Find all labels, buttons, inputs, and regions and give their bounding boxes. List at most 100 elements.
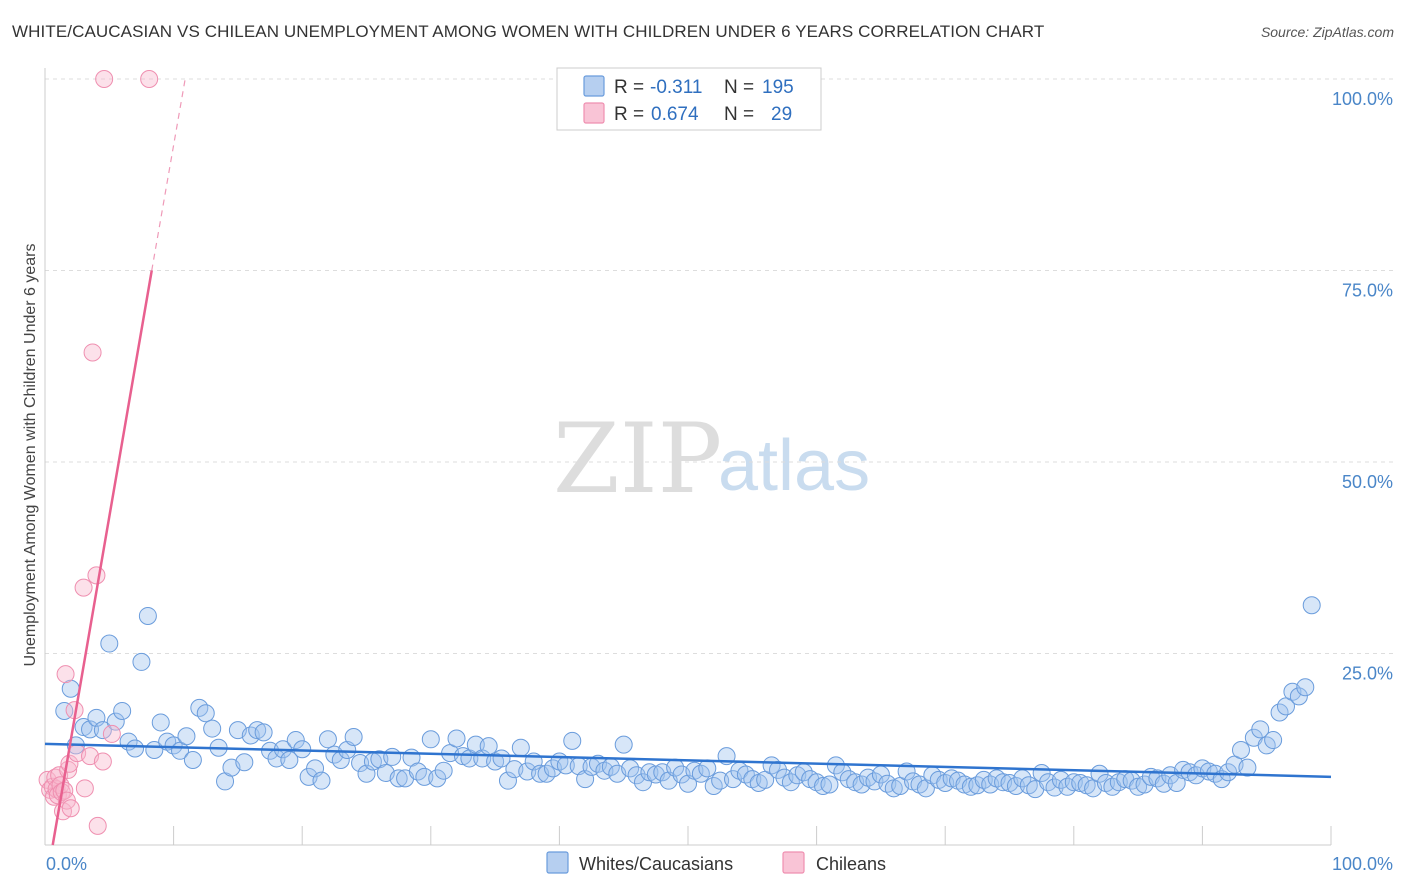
chileans-trendline-extension [151,78,186,271]
chilean-point-19 [74,578,93,597]
white-point-12 [132,652,151,671]
white-point-71 [511,738,530,757]
bottom-legend-swatch-chileans [782,851,805,874]
chilean-point-22 [83,343,102,362]
white-point-40 [312,771,331,790]
white-point-31 [254,723,273,742]
white-point-0 [55,701,74,720]
white-point-4 [81,720,100,739]
white-point-97 [679,774,697,793]
white-point-119 [820,775,839,794]
white-point-110 [762,756,781,775]
chart-title: WHITE/CAUCASIAN VS CHILEAN UNEMPLOYMENT … [12,22,1045,41]
white-point-20 [183,750,202,769]
white-point-41 [318,730,337,749]
axes [44,68,1332,846]
white-point-113 [781,773,800,792]
grid [45,78,1393,654]
white-point-19 [177,727,196,746]
y-tick-label-3: 100.0% [1332,89,1393,109]
chilean-point-24 [88,816,107,835]
legend-n-value-whites: 195 [762,77,794,98]
x-tick-label-max: 100.0% [1332,854,1393,874]
legend-r-label-chileans: R = [614,104,644,125]
white-point-193 [1296,678,1315,697]
white-point-161 [1090,764,1109,783]
white-point-184 [1238,758,1257,777]
white-point-154 [1045,778,1064,797]
white-point-79 [563,731,582,750]
watermark: ZIP atlas [553,403,870,515]
legend-n-value-chileans: 29 [771,104,792,125]
legend-r-value-chileans: 0.674 [651,104,699,125]
white-point-87 [614,735,633,754]
chilean-point-25 [93,752,112,771]
y-axis-label: Unemployment Among Women with Children U… [22,243,39,666]
white-point-61 [447,729,466,748]
chilean-point-27 [102,724,121,743]
white-point-7 [100,634,119,653]
watermark-atlas: atlas [718,426,870,506]
chilean-point-20 [75,779,94,798]
white-point-69 [498,771,517,790]
white-point-188 [1264,731,1283,750]
white-point-15 [151,713,170,732]
chilean-point-26 [95,70,114,88]
white-point-56 [415,767,434,786]
white-point-102 [711,771,730,790]
legend-swatch-whites [583,75,605,97]
white-point-45 [344,727,363,746]
white-point-51 [383,747,402,766]
watermark-zip: ZIP [553,403,722,515]
chileans-trendline [51,270,153,846]
white-point-186 [1251,720,1270,739]
white-point-68 [492,749,511,768]
white-point-22 [196,704,215,723]
bottom-legend-label-whites: Whites/Caucasians [579,854,733,874]
white-point-35 [280,750,299,769]
white-point-173 [1167,773,1186,792]
white-point-143 [974,770,993,789]
y-tick-labels: 25.0% 50.0% 75.0% 100.0% [1332,89,1393,684]
white-point-57 [421,730,440,749]
white-point-23 [203,719,222,738]
white-point-106 [736,765,755,784]
legend: R = -0.311 N = 195 R = 0.674 N = 29 [556,67,822,131]
legend-swatch-chileans [583,102,605,124]
x-tick-label-min: 0.0% [46,854,87,874]
white-point-13 [138,606,157,625]
white-point-66 [479,737,498,756]
white-point-11 [126,739,145,758]
white-point-46 [351,754,370,773]
chilean-point-28 [140,70,159,88]
white-point-192 [1289,687,1308,706]
white-point-9 [113,701,132,720]
white-point-134 [916,779,935,798]
legend-r-value-whites: -0.311 [650,77,702,98]
white-point-183 [1231,741,1250,760]
white-point-194 [1302,596,1321,615]
y-tick-label-0: 25.0% [1342,664,1393,684]
white-point-100 [698,759,717,778]
white-point-181 [1219,763,1238,782]
legend-n-label-chileans: N = [724,104,754,125]
white-point-118 [814,777,833,796]
whites-trendline [44,742,1332,779]
legend-r-label-whites: R = [614,77,644,98]
y-tick-label-1: 50.0% [1342,472,1393,492]
chilean-point-12 [56,665,75,684]
white-point-58 [428,769,447,788]
chilean-point-16 [61,799,80,818]
bottom-legend-swatch-whites [546,851,569,874]
legend-n-label-whites: N = [724,77,754,98]
bottom-legend: Whites/Caucasians Chileans [546,851,886,874]
chart-source: Source: ZipAtlas.com [1260,24,1394,40]
white-point-36 [286,731,305,750]
chilean-point-23 [87,566,106,585]
white-point-44 [338,741,357,760]
white-point-59 [434,761,453,780]
white-point-6 [93,721,112,740]
whites-points [55,596,1321,799]
trendlines [44,78,1332,846]
